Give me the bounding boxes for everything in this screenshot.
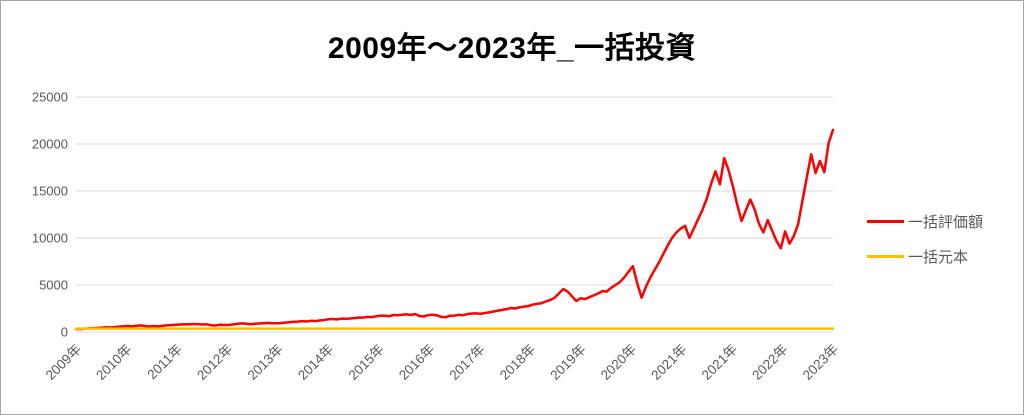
y-tick-label: 25000 bbox=[32, 90, 68, 105]
x-tick-label: 2018年 bbox=[497, 342, 538, 383]
x-tick-label: 2023年 bbox=[800, 342, 841, 383]
legend-label: 一括元本 bbox=[908, 249, 969, 266]
x-tick-label: 2010年 bbox=[93, 342, 134, 383]
x-tick-label: 2012年 bbox=[194, 342, 235, 383]
x-tick-label: 2017年 bbox=[446, 342, 487, 383]
y-tick-label: 15000 bbox=[32, 184, 68, 199]
x-tick-label: 2013年 bbox=[245, 342, 286, 383]
legend-label: 一括評価額 bbox=[908, 214, 984, 231]
red-line-swatch-icon bbox=[867, 220, 904, 223]
x-tick-label: 2021年 bbox=[648, 342, 689, 383]
x-tick-label: 2016年 bbox=[396, 342, 437, 383]
x-tick-label: 2019年 bbox=[547, 342, 588, 383]
y-tick-label: 20000 bbox=[32, 137, 68, 152]
gold-line-swatch-icon bbox=[867, 255, 904, 258]
x-tick-label: 2022年 bbox=[749, 342, 790, 383]
series-line-0 bbox=[74, 128, 835, 331]
x-tick-label: 2021年 bbox=[699, 342, 740, 383]
legend-item-ganpon: 一括元本 bbox=[867, 246, 983, 267]
x-tick-label: 2015年 bbox=[346, 342, 387, 383]
x-tick-label: 2014年 bbox=[295, 342, 336, 383]
x-tick-label: 2011年 bbox=[144, 342, 185, 383]
x-tick-label: 2009年 bbox=[43, 342, 84, 383]
y-tick-label: 10000 bbox=[32, 231, 68, 246]
y-tick-label: 5000 bbox=[39, 278, 68, 293]
x-tick-label: 2020年 bbox=[598, 342, 639, 383]
chart-title: 2009年～2023年_一括投資 bbox=[327, 32, 697, 65]
legend-item-hyokagaku: 一括評価額 bbox=[867, 211, 983, 232]
y-tick-label: 0 bbox=[61, 325, 68, 340]
chart-legend: 一括評価額 一括元本 bbox=[867, 211, 983, 267]
